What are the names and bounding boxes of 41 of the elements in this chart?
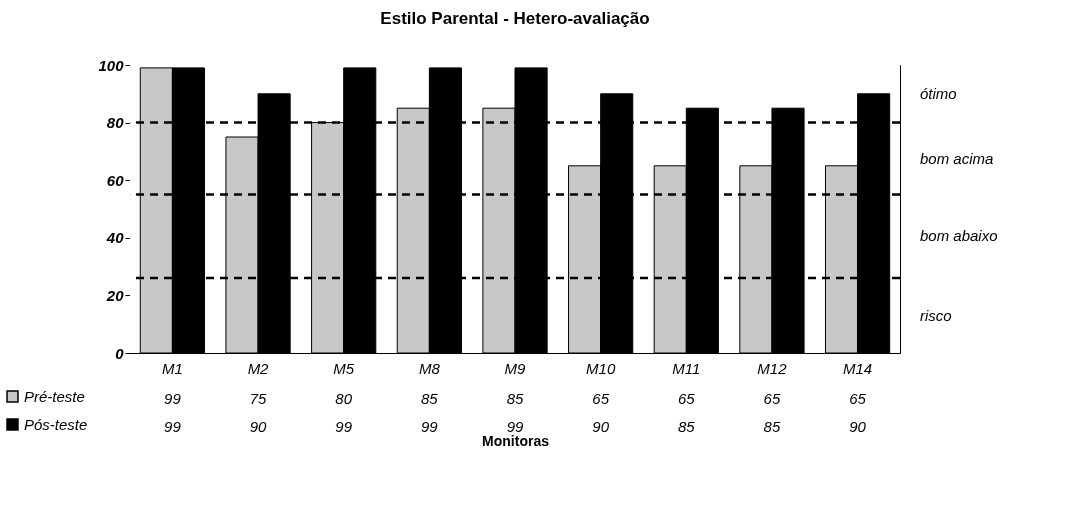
data-label: 85 [677,418,696,435]
data-label: 99 [164,390,182,407]
x-tick-label: M2 [247,359,270,377]
data-label: 65 [763,390,781,407]
y-tick-label: 60 [106,171,125,189]
x-tick-label: M1 [161,359,183,377]
data-label: 99 [164,418,182,435]
data-label: 65 [849,390,867,407]
y-tick-label: 40 [105,229,125,247]
data-label: 80 [335,390,353,407]
data-label: 85 [506,390,524,407]
data-label: 90 [592,418,610,435]
data-label: 90 [249,418,268,435]
data-label: 85 [421,390,439,407]
y-tick-label: 0 [115,344,125,362]
data-label: 65 [592,390,610,407]
y-tick-label: 80 [106,114,125,132]
data-label: 65 [677,390,696,407]
data-label: 85 [763,418,781,435]
x-tick-label: M5 [333,359,355,377]
x-tick-label: M14 [843,359,873,377]
data-label: 75 [249,390,268,407]
band-label: ótimo [920,84,957,102]
x-tick-label: M9 [504,359,527,377]
y-tick-label: 100 [98,56,125,74]
legend-label: Pós-teste [24,415,88,433]
x-tick-label: M12 [757,359,788,377]
band-label: bom abaixo [920,227,998,245]
chart-title: Estilo Parental - Hetero-avaliação [380,9,650,28]
data-label: 99 [335,418,353,435]
band-label: bom acima [920,149,994,167]
y-tick-label: 20 [105,286,125,304]
legend-label: Pré-teste [24,387,85,405]
data-label: 99 [421,418,439,435]
band-label: risco [920,306,952,324]
data-label: 90 [849,418,867,435]
data-label: 99 [506,418,524,435]
x-axis-title: Monitoras [482,432,550,449]
x-tick-label: M10 [586,359,616,377]
x-tick-label: M8 [418,359,441,377]
x-tick-label: M11 [672,359,701,377]
